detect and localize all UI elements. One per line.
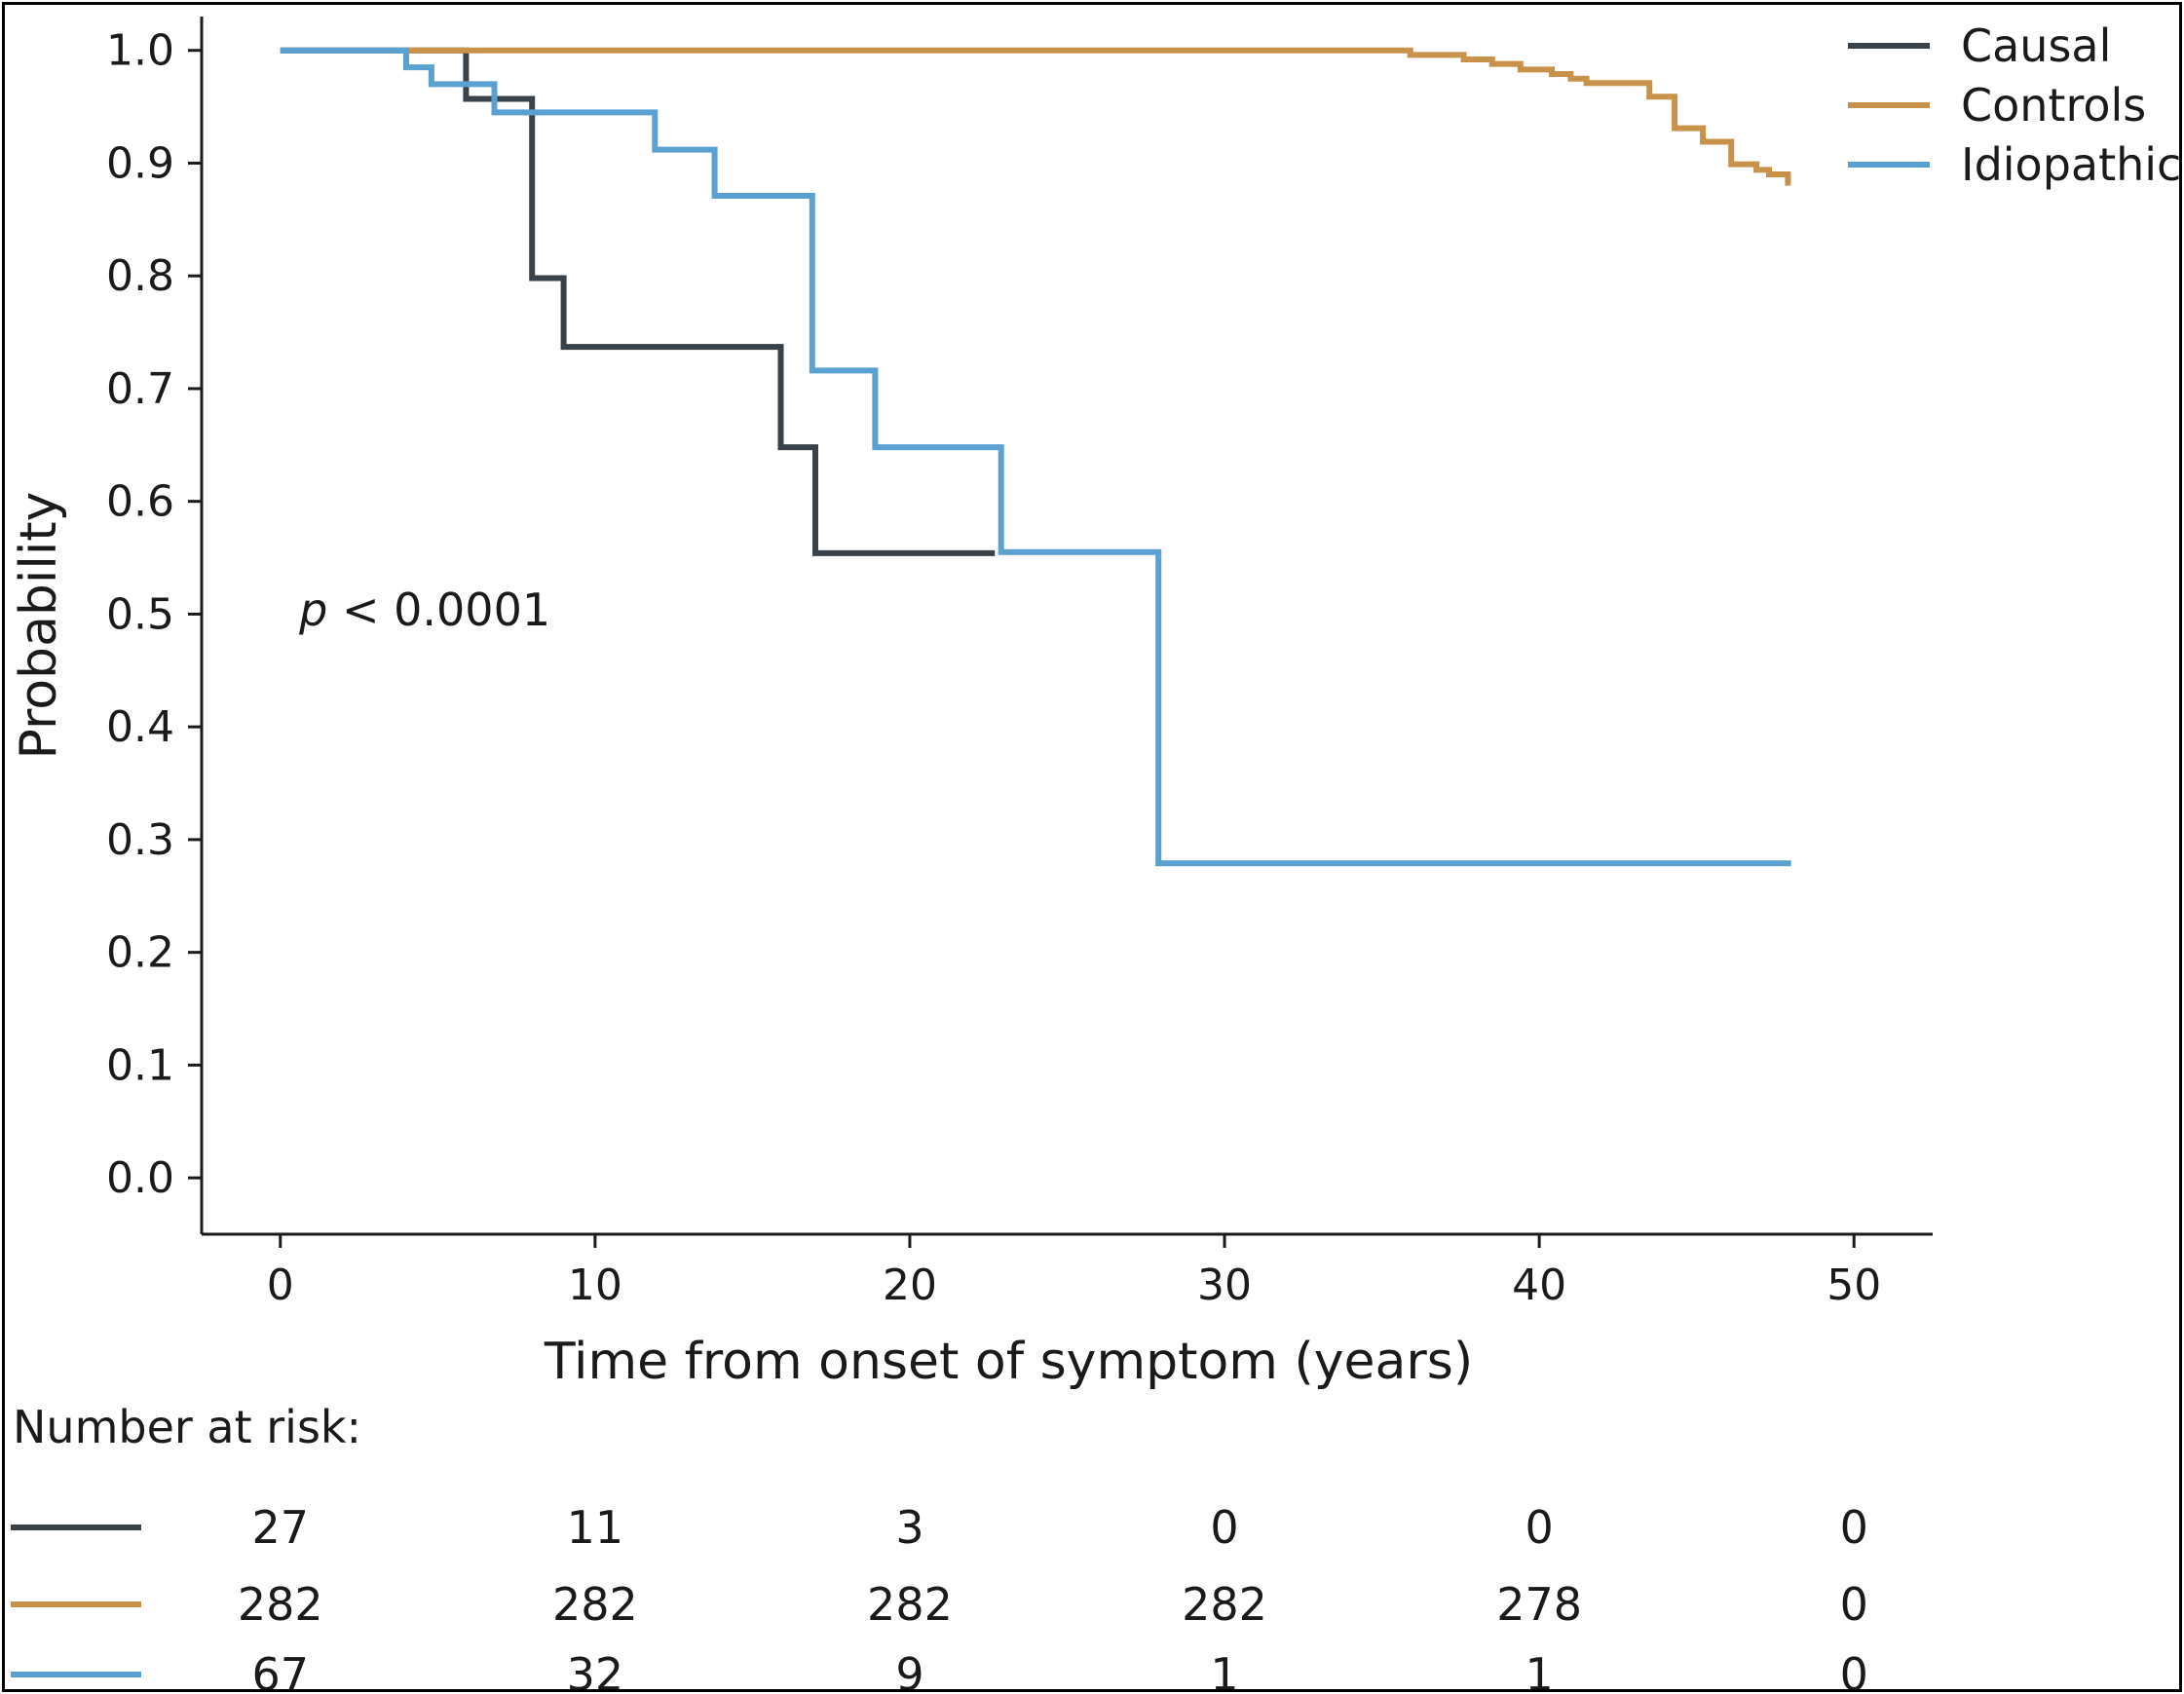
y-tick-label: 0.5 <box>106 589 174 639</box>
risk-value: 0 <box>1525 1501 1553 1554</box>
y-tick-label: 1.0 <box>106 26 174 76</box>
y-tick-label: 0.1 <box>106 1040 174 1090</box>
risk-value: 27 <box>251 1501 309 1554</box>
risk-value: 1 <box>1525 1648 1553 1689</box>
y-tick-label: 0.7 <box>106 364 174 414</box>
x-axis-title: Time from onset of symptom (years) <box>544 1333 1473 1391</box>
chart-axes: 0.0 0.1 0.2 0.3 0.4 0.5 0.6 0.7 0.8 0.9 1.0 0 10 20 30… <box>10 17 1933 1391</box>
risk-value: 0 <box>1210 1501 1238 1554</box>
risk-value: 282 <box>867 1578 953 1631</box>
risk-table-title: Number at risk: <box>13 1401 361 1453</box>
chart-legend: Causal Controls Idiopathic <box>1848 19 2179 191</box>
y-axis-title: Probability <box>10 492 68 760</box>
risk-value: 3 <box>895 1501 923 1554</box>
y-tick-label: 0.2 <box>106 928 174 978</box>
survival-curve-controls <box>280 47 1791 186</box>
chart-series-layer <box>280 47 1791 867</box>
x-tick-label: 10 <box>568 1261 622 1310</box>
y-tick-label: 0.8 <box>106 251 174 301</box>
x-tick-label: 0 <box>267 1261 294 1310</box>
risk-value: 9 <box>895 1648 923 1689</box>
risk-value: 32 <box>567 1648 624 1689</box>
legend-label-causal: Causal <box>1961 19 2111 72</box>
x-tick-label: 50 <box>1826 1261 1881 1310</box>
x-tick-label: 40 <box>1512 1261 1566 1310</box>
risk-value: 0 <box>1840 1648 1868 1689</box>
km-chart: 0.00.10.20.30.40.50.60.70.80.91.00 10 20 30… <box>10 17 2179 1689</box>
risk-value: 278 <box>1496 1578 1582 1631</box>
y-tick-label: 0.6 <box>106 477 174 527</box>
y-tick-label: 0.3 <box>106 815 174 865</box>
x-tick-label: 30 <box>1197 1261 1252 1310</box>
legend-label-idiopathic: Idiopathic <box>1961 138 2179 191</box>
y-tick-label: 0.0 <box>106 1153 174 1203</box>
x-tick-label: 20 <box>883 1261 937 1310</box>
survival-curve-causal <box>280 47 996 556</box>
chart-annotation-layer: p < 0.0001 <box>298 583 550 636</box>
p-value-annotation: p < 0.0001 <box>298 583 550 636</box>
y-tick-label: 0.4 <box>106 702 174 752</box>
risk-value: 0 <box>1840 1501 1868 1554</box>
y-tick-label: 0.9 <box>106 138 174 188</box>
risk-value: 11 <box>567 1501 624 1554</box>
risk-value: 67 <box>251 1648 309 1689</box>
risk-value: 282 <box>1182 1578 1267 1631</box>
risk-value: 282 <box>238 1578 323 1631</box>
risk-value: 282 <box>552 1578 638 1631</box>
risk-value: 0 <box>1840 1578 1868 1631</box>
risk-value: 1 <box>1210 1648 1238 1689</box>
survival-curve-idiopathic <box>280 47 1791 867</box>
legend-label-controls: Controls <box>1961 79 2146 132</box>
